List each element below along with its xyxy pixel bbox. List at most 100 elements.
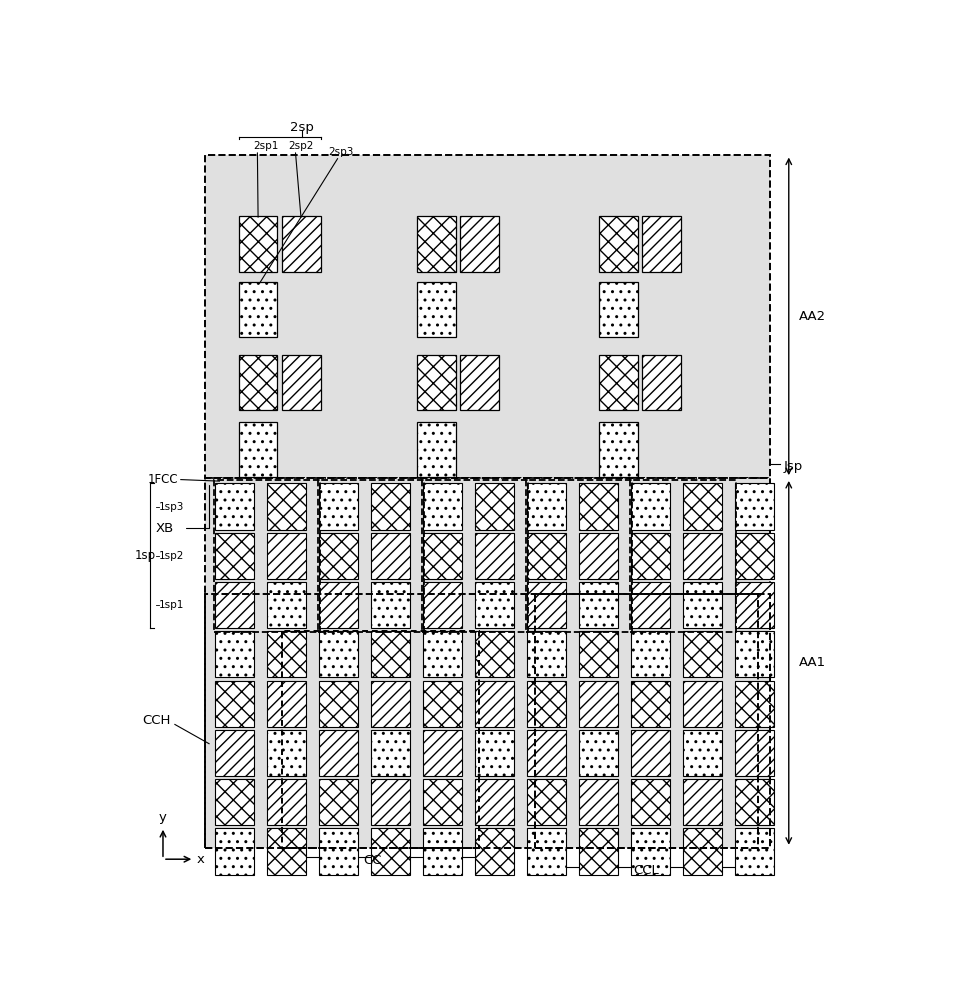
Bar (205, 155, 770, 478)
Bar (423, 582, 462, 628)
Text: CC: CC (363, 854, 383, 867)
Text: Jsp: Jsp (784, 460, 803, 473)
Bar (736, 631, 774, 677)
Bar (599, 282, 638, 337)
Bar (417, 355, 456, 410)
Bar (215, 483, 253, 530)
Bar (319, 483, 358, 530)
Bar (282, 631, 479, 848)
Bar (683, 483, 722, 530)
Bar (643, 355, 681, 410)
Bar (736, 533, 774, 579)
Bar (475, 483, 514, 530)
Bar (527, 730, 566, 776)
Bar (527, 533, 566, 579)
Bar (267, 730, 306, 776)
Bar (215, 631, 253, 677)
Bar (579, 533, 618, 579)
Text: 2sp3: 2sp3 (328, 147, 353, 157)
Bar (527, 681, 566, 727)
Bar (683, 779, 722, 825)
Bar (215, 582, 253, 628)
Bar (239, 355, 277, 410)
Bar (736, 730, 774, 776)
Bar (423, 681, 462, 727)
Bar (371, 631, 409, 677)
Text: AA2: AA2 (799, 310, 826, 323)
Bar (371, 582, 409, 628)
Bar (267, 828, 306, 875)
Bar (267, 779, 306, 825)
Bar (215, 779, 253, 825)
Text: 1FCC: 1FCC (148, 473, 178, 486)
Bar (475, 779, 514, 825)
Bar (319, 681, 358, 727)
Bar (319, 631, 358, 677)
Bar (579, 828, 618, 875)
Bar (527, 483, 566, 530)
Bar (683, 631, 722, 677)
Bar (267, 631, 306, 677)
Bar (631, 681, 669, 727)
Bar (267, 681, 306, 727)
Bar (736, 828, 774, 875)
Bar (579, 483, 618, 530)
Bar (319, 533, 358, 579)
Bar (205, 478, 770, 848)
Bar (267, 533, 306, 579)
Bar (422, 480, 527, 632)
Bar (599, 422, 638, 477)
Bar (215, 730, 253, 776)
Bar (215, 681, 253, 727)
Text: CCL: CCL (633, 864, 659, 877)
Bar (371, 828, 409, 875)
Bar (527, 779, 566, 825)
Text: 1sp2: 1sp2 (158, 551, 184, 561)
Bar (579, 730, 618, 776)
Bar (423, 730, 462, 776)
Bar (475, 631, 514, 677)
Bar (736, 681, 774, 727)
Bar (417, 216, 456, 272)
Bar (460, 355, 499, 410)
Bar (599, 355, 638, 410)
Bar (475, 730, 514, 776)
Bar (317, 480, 424, 632)
Bar (423, 533, 462, 579)
Bar (475, 681, 514, 727)
Bar (527, 828, 566, 875)
Bar (631, 631, 669, 677)
Bar (683, 730, 722, 776)
Bar (417, 422, 456, 477)
Bar (683, 681, 722, 727)
Bar (736, 582, 774, 628)
Bar (631, 779, 669, 825)
Bar (475, 533, 514, 579)
Bar (319, 730, 358, 776)
Text: XB: XB (155, 522, 174, 535)
Bar (631, 730, 669, 776)
Bar (371, 533, 409, 579)
Bar (282, 216, 320, 272)
Text: 1sp: 1sp (134, 549, 156, 562)
Bar (631, 582, 669, 628)
Bar (460, 216, 499, 272)
Text: 2sp: 2sp (290, 121, 314, 134)
Bar (214, 480, 319, 632)
Bar (267, 483, 306, 530)
Text: y: y (159, 811, 167, 824)
Bar (205, 594, 770, 848)
Bar (371, 779, 409, 825)
Bar (630, 480, 736, 632)
Bar (683, 828, 722, 875)
Bar (683, 582, 722, 628)
Bar (579, 631, 618, 677)
Bar (417, 282, 456, 337)
Bar (579, 779, 618, 825)
Text: 2sp1: 2sp1 (253, 141, 279, 151)
Bar (371, 730, 409, 776)
Bar (319, 582, 358, 628)
Text: x: x (197, 853, 204, 866)
Bar (239, 282, 277, 337)
Bar (319, 828, 358, 875)
